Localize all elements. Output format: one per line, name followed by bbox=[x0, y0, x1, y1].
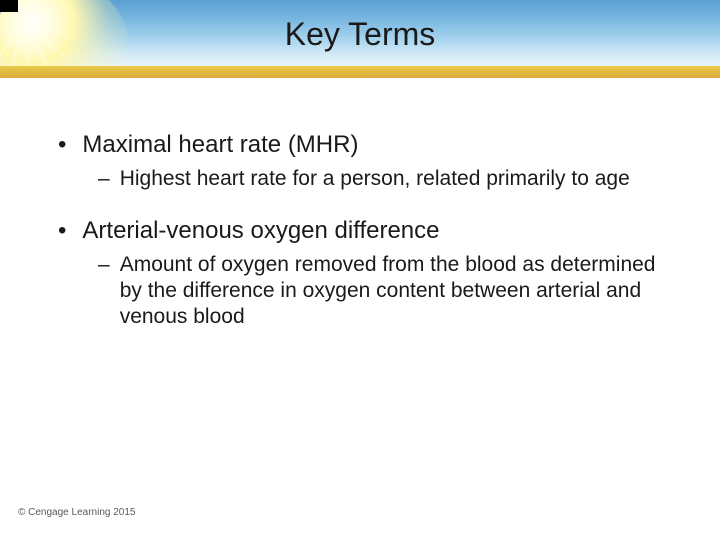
bullet-text: Arterial-venous oxygen difference bbox=[82, 216, 439, 246]
corner-tab bbox=[0, 0, 18, 12]
bullet-marker: • bbox=[58, 216, 66, 246]
bullet-marker: – bbox=[98, 166, 110, 192]
slide-title: Key Terms bbox=[0, 16, 720, 53]
bullet-text: Amount of oxygen removed from the blood … bbox=[120, 252, 662, 330]
bullet-marker: – bbox=[98, 252, 110, 278]
bullet-text: Maximal heart rate (MHR) bbox=[82, 130, 358, 160]
slide-header: Key Terms bbox=[0, 0, 720, 78]
copyright-text: © Cengage Learning 2015 bbox=[18, 507, 135, 518]
bullet-marker: • bbox=[58, 130, 66, 160]
bullet-level2: – Amount of oxygen removed from the bloo… bbox=[98, 252, 682, 330]
gold-divider bbox=[0, 66, 720, 78]
bullet-text: Highest heart rate for a person, related… bbox=[120, 166, 630, 192]
slide-content: • Maximal heart rate (MHR) – Highest hea… bbox=[0, 78, 720, 330]
bullet-level1: • Arterial-venous oxygen difference bbox=[58, 216, 682, 246]
bullet-level2: – Highest heart rate for a person, relat… bbox=[98, 166, 682, 192]
bullet-level1: • Maximal heart rate (MHR) bbox=[58, 130, 682, 160]
